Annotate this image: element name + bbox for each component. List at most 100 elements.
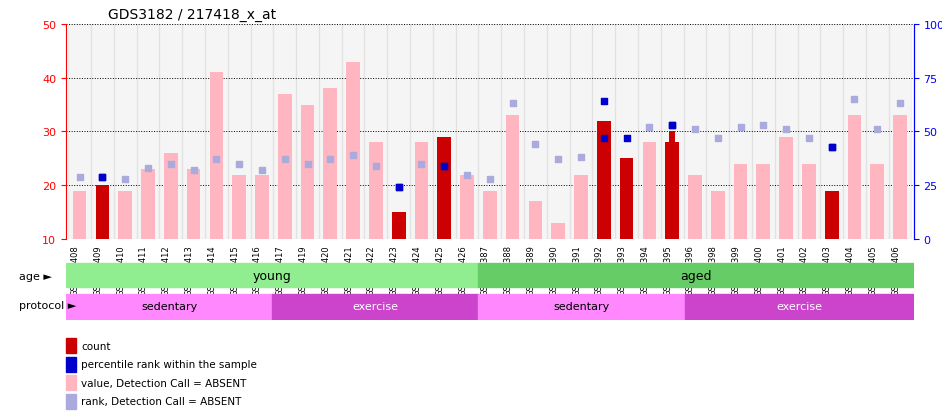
Text: count: count: [81, 341, 111, 351]
Bar: [182, 25, 205, 240]
Bar: [456, 25, 479, 240]
Bar: [392, 213, 405, 240]
Bar: [524, 25, 546, 240]
Bar: [300, 105, 315, 240]
Point: [596, 135, 611, 142]
Point: [209, 157, 224, 164]
Bar: [228, 25, 251, 240]
Bar: [506, 116, 519, 240]
FancyBboxPatch shape: [66, 263, 479, 288]
Point: [346, 152, 361, 159]
Bar: [593, 25, 615, 240]
Bar: [187, 170, 201, 240]
Point: [665, 122, 680, 129]
Bar: [570, 25, 593, 240]
Bar: [164, 154, 178, 240]
Bar: [323, 89, 337, 240]
Bar: [396, 213, 401, 240]
Bar: [546, 25, 570, 240]
Bar: [68, 25, 91, 240]
Bar: [278, 95, 292, 240]
Point: [460, 172, 475, 178]
Bar: [802, 164, 816, 240]
Bar: [670, 132, 674, 240]
Bar: [141, 170, 154, 240]
Bar: [347, 62, 360, 240]
Bar: [597, 121, 610, 240]
Point: [528, 142, 543, 148]
Point: [505, 101, 520, 107]
Bar: [66, 375, 76, 390]
Text: value, Detection Call = ABSENT: value, Detection Call = ABSENT: [81, 378, 247, 388]
Bar: [95, 186, 109, 240]
Bar: [706, 25, 729, 240]
Bar: [73, 191, 87, 240]
Bar: [825, 191, 838, 240]
Text: young: young: [252, 269, 291, 282]
FancyBboxPatch shape: [479, 294, 685, 319]
Point: [802, 135, 817, 142]
Point: [596, 99, 611, 105]
Point: [323, 157, 338, 164]
Text: protocol ►: protocol ►: [19, 301, 76, 311]
Bar: [888, 25, 912, 240]
Bar: [820, 25, 843, 240]
Bar: [209, 73, 223, 240]
Bar: [501, 25, 524, 240]
Bar: [91, 25, 114, 240]
Bar: [319, 25, 342, 240]
Bar: [369, 143, 382, 240]
Bar: [711, 191, 724, 240]
Bar: [437, 138, 451, 240]
Text: aged: aged: [680, 269, 712, 282]
Point: [232, 161, 247, 168]
Bar: [601, 191, 607, 240]
Point: [779, 127, 794, 133]
Text: GDS3182 / 217418_x_at: GDS3182 / 217418_x_at: [108, 8, 276, 22]
Bar: [387, 25, 410, 240]
Point: [186, 168, 201, 174]
Bar: [798, 25, 820, 240]
Bar: [100, 186, 106, 240]
Bar: [665, 143, 679, 240]
Text: sedentary: sedentary: [553, 301, 609, 312]
Point: [824, 144, 839, 150]
Bar: [66, 338, 76, 353]
FancyBboxPatch shape: [479, 263, 914, 288]
Bar: [575, 175, 588, 240]
Point: [437, 163, 452, 170]
Bar: [414, 143, 429, 240]
Bar: [829, 202, 835, 240]
Bar: [433, 25, 456, 240]
Bar: [660, 25, 684, 240]
Text: age ►: age ►: [19, 272, 52, 282]
Text: exercise: exercise: [776, 301, 822, 312]
Bar: [893, 116, 907, 240]
Point: [847, 97, 862, 103]
Bar: [843, 25, 866, 240]
Bar: [137, 25, 159, 240]
Bar: [483, 191, 496, 240]
Bar: [205, 25, 228, 240]
Text: rank, Detection Call = ABSENT: rank, Detection Call = ABSENT: [81, 396, 241, 406]
Point: [755, 122, 771, 129]
Bar: [365, 25, 387, 240]
Point: [414, 161, 429, 168]
Bar: [642, 143, 657, 240]
Text: sedentary: sedentary: [141, 301, 197, 312]
Point: [710, 135, 725, 142]
Bar: [342, 25, 365, 240]
Bar: [66, 357, 76, 372]
Point: [437, 163, 452, 170]
Point: [163, 161, 178, 168]
Point: [277, 157, 292, 164]
Point: [482, 176, 497, 183]
Bar: [870, 164, 885, 240]
FancyBboxPatch shape: [685, 294, 914, 319]
Bar: [620, 159, 633, 240]
Bar: [638, 25, 660, 240]
Point: [95, 174, 110, 180]
Bar: [273, 25, 296, 240]
Point: [140, 165, 155, 172]
Bar: [255, 175, 268, 240]
